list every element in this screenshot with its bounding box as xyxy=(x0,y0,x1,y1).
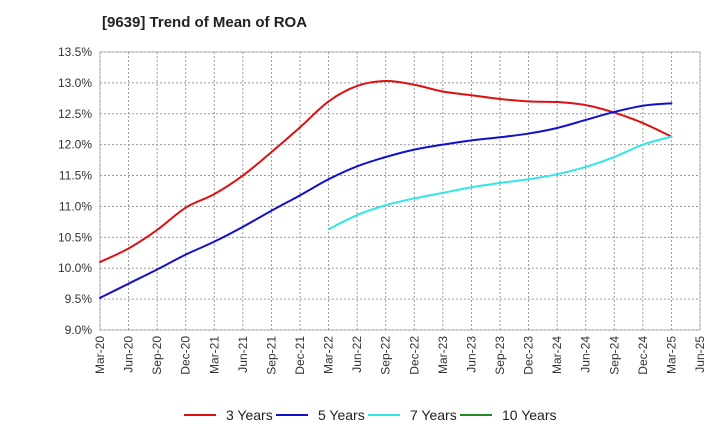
series-line-3-years xyxy=(99,80,673,264)
x-tick-label: Mar-21 xyxy=(207,336,221,374)
legend-item-5-years: 5 Years xyxy=(276,404,365,426)
x-tick-label: Mar-22 xyxy=(322,336,336,374)
legend-swatch xyxy=(460,414,492,416)
x-tick-label: Mar-24 xyxy=(550,336,564,374)
legend-swatch xyxy=(276,414,308,416)
x-tick-label: Mar-20 xyxy=(93,336,107,374)
x-tick-label: Sep-23 xyxy=(493,336,507,375)
legend-item-3-years: 3 Years xyxy=(184,404,273,426)
legend-label: 10 Years xyxy=(502,407,557,423)
y-tick-label: 12.5% xyxy=(58,107,92,121)
series-lines xyxy=(99,80,673,299)
y-tick-label: 10.0% xyxy=(58,261,92,275)
y-tick-label: 9.0% xyxy=(65,323,93,337)
y-tick-label: 13.0% xyxy=(58,76,92,90)
x-tick-label: Dec-24 xyxy=(636,336,650,375)
legend-swatch xyxy=(368,414,400,416)
y-tick-label: 9.5% xyxy=(65,292,93,306)
x-tick-label: Jun-24 xyxy=(579,336,593,373)
y-axis-ticks: 9.0% 9.5% 10.0% 10.5% 11.0% 11.5% 12.0% 12.5% 13… xyxy=(58,45,92,337)
x-tick-label: Mar-25 xyxy=(664,336,678,374)
y-tick-label: 10.5% xyxy=(58,230,92,244)
plot-area xyxy=(99,51,701,331)
y-tick-label: 13.5% xyxy=(58,45,92,59)
y-tick-label: 12.0% xyxy=(58,138,92,152)
legend-label: 7 Years xyxy=(410,407,457,423)
x-tick-label: Jun-22 xyxy=(350,336,364,373)
x-tick-label: Dec-21 xyxy=(293,336,307,375)
legend-label: 5 Years xyxy=(318,407,365,423)
x-tick-label: Dec-20 xyxy=(179,336,193,375)
x-tick-label: Sep-20 xyxy=(150,336,164,375)
x-tick-label: Dec-22 xyxy=(407,336,421,375)
y-tick-label: 11.0% xyxy=(59,199,92,213)
chart-title: [9639] Trend of Mean of ROA xyxy=(102,14,308,31)
x-tick-label: Jun-20 xyxy=(122,336,136,373)
series-line-7-years xyxy=(327,135,673,231)
x-axis-ticks: Mar-20 Jun-20 Sep-20 Dec-20 Mar-21 Jun-21 Sep-… xyxy=(93,336,707,375)
legend-item-10-years: 10 Years xyxy=(460,404,557,426)
legend-swatch xyxy=(184,414,216,416)
x-tick-label: Sep-21 xyxy=(264,336,278,375)
x-tick-label: Sep-24 xyxy=(607,336,621,375)
x-tick-label: Mar-23 xyxy=(436,336,450,374)
x-tick-label: Dec-23 xyxy=(522,336,536,375)
y-tick-label: 11.5% xyxy=(59,169,92,183)
legend-label: 3 Years xyxy=(226,407,273,423)
legend: 3 Years 5 Years 7 Years 10 Years xyxy=(0,404,720,426)
series-line-5-years xyxy=(99,102,673,299)
x-tick-label: Jun-21 xyxy=(236,336,250,373)
x-tick-label: Sep-22 xyxy=(379,336,393,375)
legend-item-7-years: 7 Years xyxy=(368,404,457,426)
x-tick-label: Jun-25 xyxy=(693,336,707,373)
x-tick-label: Jun-23 xyxy=(464,336,478,373)
